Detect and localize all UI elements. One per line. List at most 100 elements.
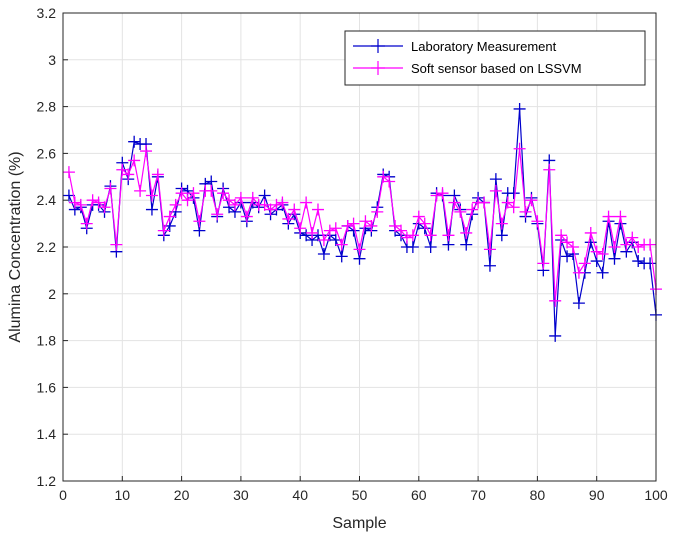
data-point bbox=[507, 187, 520, 200]
data-point bbox=[377, 170, 390, 183]
data-point bbox=[406, 241, 419, 253]
data-point bbox=[104, 182, 117, 195]
data-point bbox=[519, 205, 532, 218]
data-point bbox=[258, 198, 271, 211]
data-point bbox=[525, 194, 538, 207]
data-point bbox=[507, 201, 520, 214]
data-point bbox=[128, 135, 141, 148]
legend-marker-soft-sensor bbox=[371, 61, 385, 75]
data-point bbox=[620, 238, 633, 251]
data-point bbox=[169, 198, 182, 211]
data-point bbox=[460, 238, 473, 251]
data-point bbox=[128, 154, 141, 167]
series-line bbox=[68, 148, 657, 302]
data-point bbox=[300, 196, 313, 209]
data-point bbox=[412, 210, 425, 223]
data-point bbox=[347, 217, 360, 230]
data-point bbox=[632, 241, 645, 253]
data-point bbox=[187, 187, 200, 200]
x-tick-label: 20 bbox=[174, 487, 190, 503]
data-point bbox=[561, 236, 574, 249]
data-point bbox=[454, 205, 467, 218]
y-tick-label: 2.4 bbox=[37, 192, 57, 208]
data-point bbox=[501, 196, 514, 209]
data-point bbox=[163, 210, 176, 223]
data-point bbox=[110, 238, 123, 251]
data-point bbox=[62, 166, 75, 179]
data-point bbox=[430, 189, 443, 202]
data-point bbox=[442, 229, 455, 242]
data-point bbox=[513, 142, 526, 155]
data-point bbox=[140, 145, 153, 158]
data-point bbox=[566, 241, 579, 253]
data-point bbox=[323, 224, 336, 237]
data-point bbox=[311, 203, 324, 216]
x-tick-label: 70 bbox=[470, 487, 486, 503]
series-layer bbox=[62, 102, 662, 342]
data-point bbox=[578, 257, 591, 270]
data-point bbox=[549, 294, 562, 307]
x-axis-label: Sample bbox=[332, 515, 386, 532]
data-point bbox=[614, 210, 627, 223]
data-point bbox=[306, 226, 319, 239]
data-point bbox=[383, 175, 396, 188]
data-point bbox=[460, 226, 473, 239]
data-point bbox=[424, 241, 437, 253]
data-point bbox=[317, 248, 330, 261]
data-point bbox=[555, 229, 568, 242]
data-point bbox=[335, 238, 348, 251]
data-point bbox=[644, 257, 657, 270]
data-point bbox=[596, 248, 609, 261]
data-point bbox=[537, 257, 550, 270]
data-point bbox=[626, 231, 639, 244]
data-point bbox=[317, 233, 330, 246]
series-line bbox=[68, 108, 657, 337]
data-point bbox=[98, 201, 111, 214]
data-point bbox=[329, 222, 342, 235]
y-tick-label: 2.2 bbox=[37, 239, 57, 255]
data-point bbox=[74, 198, 87, 211]
series-0 bbox=[62, 102, 662, 342]
data-point bbox=[644, 238, 657, 251]
data-point bbox=[400, 231, 413, 244]
data-point bbox=[294, 222, 307, 235]
y-tick-label: 2 bbox=[48, 286, 56, 302]
legend-box bbox=[344, 30, 646, 86]
y-tick-label: 2.8 bbox=[37, 99, 57, 115]
y-tick-label: 2.6 bbox=[37, 145, 57, 161]
x-tick-label: 10 bbox=[115, 487, 131, 503]
data-point bbox=[590, 245, 603, 258]
legend-marker-laboratory-measurement bbox=[371, 39, 385, 53]
y-tick-label: 3 bbox=[48, 52, 56, 68]
data-point bbox=[572, 266, 585, 279]
data-point bbox=[300, 229, 313, 242]
data-point bbox=[489, 184, 502, 197]
data-point bbox=[157, 224, 170, 237]
data-point bbox=[608, 241, 621, 253]
data-point bbox=[359, 215, 372, 228]
x-tick-label: 40 bbox=[292, 487, 308, 503]
data-point bbox=[365, 219, 378, 232]
data-point bbox=[584, 226, 597, 239]
data-point bbox=[270, 198, 283, 211]
y-tick-label: 1.4 bbox=[37, 426, 57, 442]
x-tick-label: 80 bbox=[530, 487, 546, 503]
data-point bbox=[395, 224, 408, 237]
x-tick-label: 100 bbox=[644, 487, 668, 503]
legend-label-laboratory-measurement: Laboratory Measurement bbox=[411, 39, 557, 54]
y-tick-label: 1.2 bbox=[37, 473, 57, 489]
data-point bbox=[92, 196, 105, 209]
data-point bbox=[234, 191, 247, 204]
data-point bbox=[145, 189, 158, 202]
data-point bbox=[246, 191, 259, 204]
data-point bbox=[134, 184, 147, 197]
tick-labels: 0 10 20 30 40 50 60 70 80 90 100 1.2 1.4 1.6 1.8 2 2.2 2.… bbox=[37, 5, 668, 503]
x-tick-label: 90 bbox=[589, 487, 605, 503]
data-point bbox=[632, 255, 645, 268]
data-point bbox=[86, 194, 99, 207]
data-point bbox=[122, 168, 135, 181]
data-point bbox=[335, 250, 348, 263]
x-tick-label: 30 bbox=[233, 487, 249, 503]
y-axis-label: Alumina Concentration (%) bbox=[7, 151, 24, 342]
y-tick-label: 3.2 bbox=[37, 5, 57, 21]
